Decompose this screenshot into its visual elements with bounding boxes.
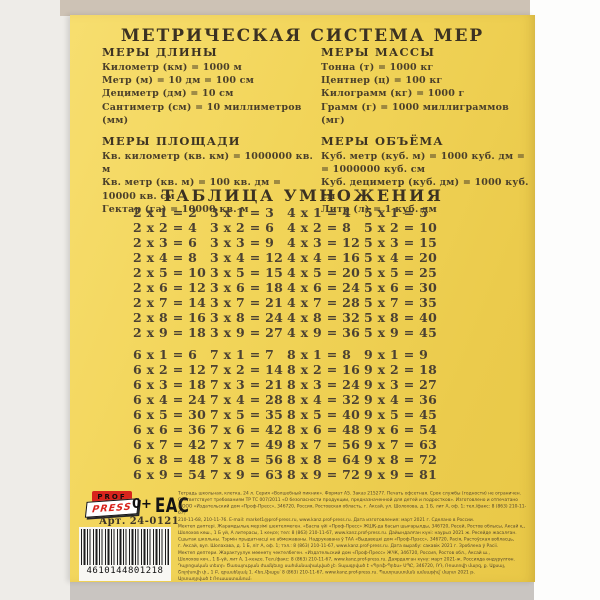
multiplication-title: ТАБЛИЦА УМНОЖЕНИЯ xyxy=(161,186,444,205)
multiplication-column-8: 8 х 1 = 8 8 х 2 = 16 8 х 3 = 24 8 х 4 = … xyxy=(287,347,361,482)
barcode: 4610144801218 xyxy=(79,527,171,581)
page-shadow-bottom xyxy=(70,580,534,600)
section-heading-length: МЕРЫ ДЛИНЫ xyxy=(102,45,218,59)
multiplication-column-5: 5 х 1 = 5 5 х 2 = 10 5 х 3 = 15 5 х 4 = … xyxy=(364,205,438,340)
metric-system-title: МЕТРИЧЕСКАЯ СИСТЕМА МЕР xyxy=(120,26,485,46)
prof-press-logo-top: PROF xyxy=(92,491,132,502)
eac-conformity-mark: ЕАС xyxy=(155,494,190,518)
multiplication-column-4: 4 х 1 = 4 4 х 2 = 8 4 х 3 = 12 4 х 4 = 1… xyxy=(287,205,361,340)
publisher-fine-print: Тетрадь школьная, клетка, 24 л. Серия «В… xyxy=(178,490,527,582)
table-surface-left xyxy=(0,0,70,600)
multiplication-column-6: 6 х 1 = 6 6 х 2 = 12 6 х 3 = 18 6 х 4 = … xyxy=(133,347,207,482)
multiplication-column-9: 9 х 1 = 9 9 х 2 = 18 9 х 3 = 27 9 х 4 = … xyxy=(364,347,438,482)
barcode-bars xyxy=(81,529,169,565)
multiplication-block-2-to-5: 2 х 1 = 2 2 х 2 = 4 2 х 3 = 6 2 х 4 = 8 … xyxy=(133,205,441,340)
measures-column-left: МЕРЫ ДЛИНЫ Километр (км) = 1000 м Метр (… xyxy=(102,45,316,216)
section-heading-area: МЕРЫ ПЛОЩАДИ xyxy=(102,134,241,149)
multiplication-column-7: 7 х 1 = 7 7 х 2 = 14 7 х 3 = 21 7 х 4 = … xyxy=(210,347,284,482)
age-rating-badge: 0+ xyxy=(132,497,152,512)
prof-press-logo: PROF PRESS xyxy=(84,491,140,521)
notebook-back-cover: МЕТРИЧЕСКАЯ СИСТЕМА МЕР МЕРЫ ДЛИНЫ Килом… xyxy=(70,15,535,582)
section-heading-mass: МЕРЫ МАССЫ xyxy=(321,45,436,59)
measures-column-right: МЕРЫ МАССЫ Тонна (т) = 1000 кг Центнер (… xyxy=(321,45,533,216)
barcode-digits: 4610144801218 xyxy=(86,566,164,576)
backdrop-strip-top xyxy=(60,0,530,16)
prof-press-logo-bottom: PRESS xyxy=(84,498,140,518)
section-items-length: Километр (км) = 1000 м Метр (м) = 10 дм … xyxy=(102,62,302,126)
multiplication-column-3: 3 х 1 = 3 3 х 2 = 6 3 х 3 = 9 3 х 4 = 12… xyxy=(210,205,284,340)
article-number: Арт. 24-0121 xyxy=(99,516,180,527)
multiplication-block-6-to-9: 6 х 1 = 6 6 х 2 = 12 6 х 3 = 18 6 х 4 = … xyxy=(133,347,441,482)
multiplication-column-2: 2 х 1 = 2 2 х 2 = 4 2 х 3 = 6 2 х 4 = 8 … xyxy=(133,205,207,340)
section-heading-volume: МЕРЫ ОБЪЁМА xyxy=(321,134,444,149)
section-items-area: Кв. километр (кв. км) = 1000000 кв. м Кв… xyxy=(102,151,314,215)
section-items-mass: Тонна (т) = 1000 кг Центнер (ц) = 100 кг… xyxy=(321,62,509,126)
section-items-volume: Куб. метр (куб. м) = 1000 куб. дм = = 10… xyxy=(321,151,529,215)
